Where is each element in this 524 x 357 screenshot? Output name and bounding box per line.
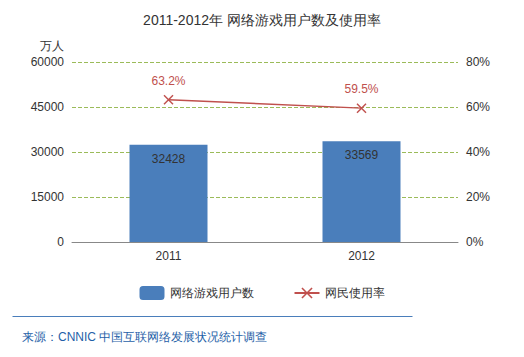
svg-text:30000: 30000 <box>31 145 65 159</box>
svg-text:80%: 80% <box>466 55 490 69</box>
svg-text:网络游戏用户数: 网络游戏用户数 <box>170 286 254 300</box>
svg-text:2011: 2011 <box>156 249 182 263</box>
svg-text:0%: 0% <box>466 235 484 249</box>
svg-text:60000: 60000 <box>31 55 65 69</box>
svg-text:63.2%: 63.2% <box>151 74 185 88</box>
svg-text:2011-2012年 网络游戏用户数及使用率: 2011-2012年 网络游戏用户数及使用率 <box>143 12 381 28</box>
svg-text:60%: 60% <box>466 100 490 114</box>
svg-text:45000: 45000 <box>31 100 65 114</box>
svg-text:20%: 20% <box>466 190 490 204</box>
svg-text:33569: 33569 <box>345 148 379 162</box>
svg-text:0: 0 <box>57 235 64 249</box>
svg-text:2012: 2012 <box>348 249 375 263</box>
svg-text:32428: 32428 <box>152 152 186 166</box>
svg-text:15000: 15000 <box>31 190 65 204</box>
svg-text:网民使用率: 网民使用率 <box>325 286 385 300</box>
svg-text:59.5%: 59.5% <box>344 82 378 96</box>
svg-text:来源：CNNIC 中国互联网络发展状况统计调查: 来源：CNNIC 中国互联网络发展状况统计调查 <box>22 330 267 344</box>
svg-text:40%: 40% <box>466 145 490 159</box>
svg-text:万人: 万人 <box>40 39 64 53</box>
